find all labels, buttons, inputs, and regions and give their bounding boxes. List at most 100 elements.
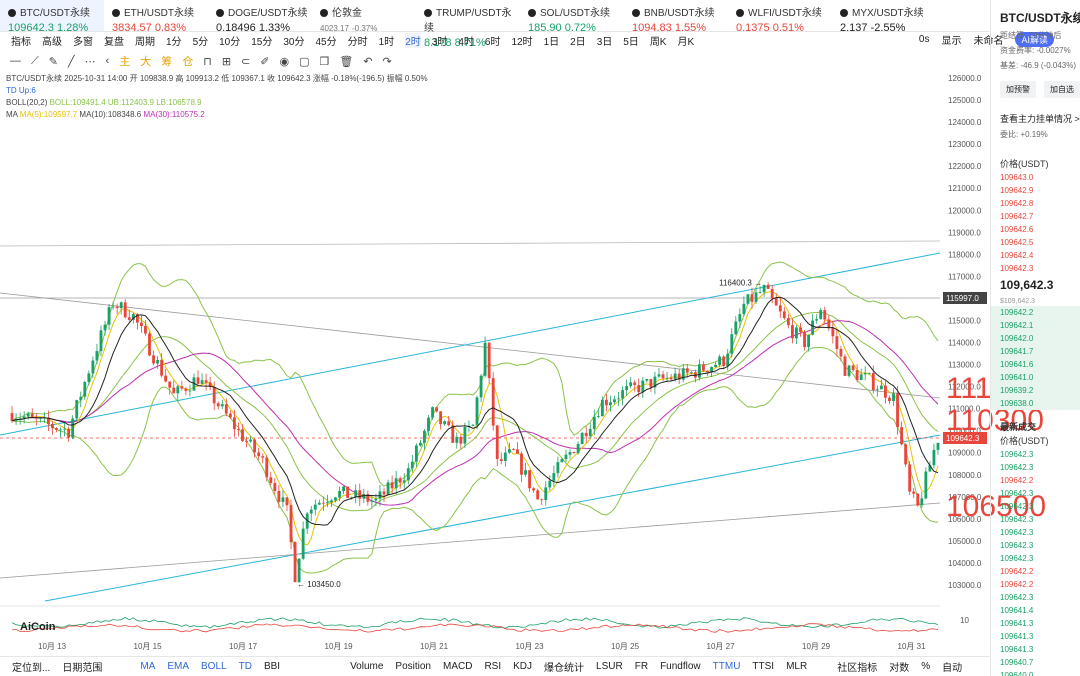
toolbar-item[interactable]: 3时 xyxy=(431,36,448,48)
toolbar-item[interactable]: 3日 xyxy=(596,36,613,48)
line-tool-icon[interactable]: — xyxy=(10,55,21,67)
symbol-tab[interactable]: MYX/USDT永续 2.137 -2.55% xyxy=(832,0,936,34)
bottom-tab[interactable]: Fundflow xyxy=(660,661,701,672)
bottom-tab[interactable]: RSI xyxy=(484,661,502,672)
more-tools-icon[interactable]: ⋯ xyxy=(84,55,96,68)
bottom-tab[interactable]: 日期范围 xyxy=(62,663,103,674)
ask-row[interactable]: 109642.8 xyxy=(1000,199,1034,208)
bottom-tab[interactable]: KDJ xyxy=(513,661,533,672)
toolbar-item[interactable]: 30分 xyxy=(283,36,305,48)
bottom-tab[interactable]: Position xyxy=(395,661,431,672)
bottom-tab[interactable]: Volume xyxy=(350,661,384,672)
ask-row[interactable]: 109642.5 xyxy=(1000,238,1034,247)
symbol-tab[interactable]: TRUMP/USDT永续 8.178 8.71% xyxy=(416,0,520,49)
bottom-tab[interactable]: LSUR xyxy=(596,661,623,672)
symbol-tab[interactable]: BTC/USDT永续 109642.3 1.28% xyxy=(0,0,104,34)
trend-tool-icon[interactable]: ╱ xyxy=(67,55,75,68)
bottom-tab[interactable]: 定位到... xyxy=(12,663,51,674)
lock-icon[interactable]: ▢ xyxy=(299,55,310,68)
pen-icon[interactable]: ✐ xyxy=(260,55,270,68)
toolbar-item[interactable]: 月K xyxy=(677,36,695,48)
toolbar-item[interactable]: 6时 xyxy=(484,36,501,48)
toolbar-item[interactable]: 复盘 xyxy=(104,36,124,48)
undo-icon[interactable]: ↶ xyxy=(363,55,373,68)
bid-row[interactable]: 109641.6 xyxy=(991,358,1080,371)
ask-row[interactable]: 109643.0 xyxy=(1000,173,1034,182)
bid-row[interactable]: 109642.2 xyxy=(991,306,1080,319)
toolbar-item[interactable]: 周期 xyxy=(135,36,155,48)
bottom-tab[interactable]: 自动 xyxy=(942,663,963,674)
toolbar-item[interactable]: 分时 xyxy=(347,36,368,48)
toolbar-item[interactable]: 2日 xyxy=(570,36,586,48)
toolbar-item[interactable]: 1分 xyxy=(166,36,182,48)
add-alert-button[interactable]: 加预警 xyxy=(1000,81,1036,98)
toolbar-item[interactable]: 1日 xyxy=(543,36,560,48)
ray-tool-icon[interactable]: ⟋ xyxy=(31,54,39,67)
bid-row[interactable]: 109641.0 xyxy=(991,371,1080,384)
magnet-icon[interactable]: ⊓ xyxy=(203,55,212,68)
display-button[interactable]: 显示 xyxy=(941,36,962,47)
symbol-tab[interactable]: WLFI/USDT永续 0.1375 0.51% xyxy=(728,0,832,34)
toolbar-item[interactable]: 指标 xyxy=(11,36,31,48)
bottom-tab[interactable]: 社区指标 xyxy=(837,663,878,674)
toolbar-item[interactable]: 5日 xyxy=(623,36,639,48)
bottom-tab[interactable]: EMA xyxy=(167,661,190,672)
symbol-tab[interactable]: BNB/USDT永续 1094.83 1.55% xyxy=(624,0,728,34)
layout-name[interactable]: 未命名 xyxy=(973,36,1004,47)
toolbar-item[interactable]: 15分 xyxy=(251,36,273,48)
bid-row[interactable]: 109642.0 xyxy=(991,332,1080,345)
bottom-tab[interactable]: 对数 xyxy=(889,663,910,674)
bottom-tab[interactable]: MACD xyxy=(443,661,473,672)
ask-row[interactable]: 109642.7 xyxy=(1000,212,1034,221)
toolbar-item[interactable]: 1时 xyxy=(378,36,395,48)
toolbar-item[interactable]: 45分 xyxy=(315,36,337,48)
ai-interpret-button[interactable]: AI解读 xyxy=(1015,32,1054,47)
bottom-tab[interactable]: MLR xyxy=(786,661,808,672)
tool-chips[interactable]: 筹 xyxy=(161,56,173,68)
bid-row[interactable]: 109639.2 xyxy=(991,384,1080,397)
bottom-tab[interactable]: TTSI xyxy=(752,661,775,672)
price-chart[interactable]: 126000.0 125000.0 124000.0 123000.0 122000.0… xyxy=(0,68,990,656)
bottom-tab[interactable]: MA xyxy=(140,661,156,672)
bottom-tab[interactable]: BBI xyxy=(263,661,281,672)
eye-icon[interactable]: ◉ xyxy=(279,55,290,68)
tool-main[interactable]: 主 xyxy=(119,56,131,68)
ask-row[interactable]: 109642.9 xyxy=(1000,186,1034,195)
bottom-tab[interactable]: FR xyxy=(634,661,649,672)
bottom-tab[interactable]: 爆仓统计 xyxy=(544,663,585,674)
link-icon[interactable]: ⊂ xyxy=(241,55,251,68)
ask-row[interactable]: 109642.3 xyxy=(1000,264,1034,273)
add-watchlist-button[interactable]: 加自选 xyxy=(1044,81,1080,98)
toolbar-item[interactable]: 4时 xyxy=(458,36,474,48)
toolbar-item[interactable]: 12时 xyxy=(511,36,533,48)
bid-row[interactable]: 109641.7 xyxy=(991,345,1080,358)
symbol-tab[interactable]: 伦敦金 4023.17 -0.37% xyxy=(312,0,416,33)
tool-position[interactable]: 仓 xyxy=(182,56,194,68)
bid-row[interactable]: 109642.1 xyxy=(991,319,1080,332)
bottom-tab[interactable]: TTMU xyxy=(712,661,741,672)
bottom-tab[interactable]: BOLL xyxy=(201,661,227,672)
symbol-tab[interactable]: ETH/USDT永续 3834.57 0.83% xyxy=(104,0,208,34)
toolbar-item[interactable]: 多窗 xyxy=(73,36,93,48)
bottom-tab[interactable]: TD xyxy=(238,661,252,672)
delete-icon[interactable]: 🗑 xyxy=(339,55,354,68)
symbol-tab[interactable]: DOGE/USDT永续 0.18496 1.33% xyxy=(208,0,312,34)
ask-row[interactable]: 109642.6 xyxy=(1000,225,1034,234)
ruler-icon[interactable]: ⊞ xyxy=(221,55,232,68)
toolbar-item[interactable]: 2时 xyxy=(405,32,421,48)
toolbar-item[interactable]: 高级 xyxy=(42,36,62,48)
toolbar-item[interactable]: 5分 xyxy=(192,36,209,48)
pencil-tool-icon[interactable]: ✎ xyxy=(48,55,58,68)
toolbar-item[interactable]: 周K xyxy=(649,36,667,48)
toolbar-item[interactable]: 10分 xyxy=(219,36,241,48)
symbol-tab[interactable]: SOL/USDT永续 185.90 0.72% xyxy=(520,0,624,34)
bottom-tab[interactable]: % xyxy=(921,661,931,672)
collapse-icon[interactable]: ‹ xyxy=(105,55,110,67)
bid-row[interactable]: 109638.0 xyxy=(991,397,1080,410)
ask-row[interactable]: 109642.4 xyxy=(1000,251,1034,260)
view-orders-link[interactable]: 查看主力挂单情况 > xyxy=(1000,114,1080,124)
tool-big[interactable]: 大 xyxy=(140,56,152,68)
redo-icon[interactable]: ↷ xyxy=(382,55,392,68)
copy-icon[interactable]: ❐ xyxy=(319,55,330,68)
refresh-label[interactable]: 0s xyxy=(918,34,930,45)
